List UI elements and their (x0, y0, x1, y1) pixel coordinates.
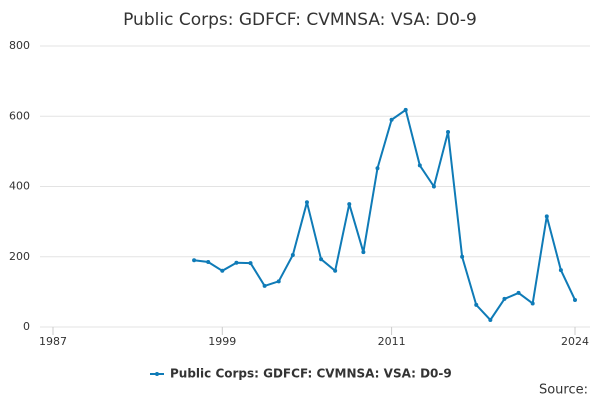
point (220, 268, 225, 273)
point (304, 200, 309, 205)
point (375, 166, 380, 171)
chart-title: Public Corps: GDFCF: CVMNSA: VSA: D0-9 (123, 10, 477, 30)
legend-marker (155, 372, 159, 376)
source: Source: (539, 383, 588, 398)
point (573, 297, 577, 302)
point (319, 257, 324, 262)
point (502, 296, 507, 301)
legend: Public Corps: GDFCF: CVMNSA: VSA: D0-9 (150, 367, 452, 381)
point (488, 317, 493, 322)
y-tick-label: 800 (9, 39, 30, 52)
point (417, 163, 422, 168)
point (234, 260, 239, 265)
point (403, 107, 408, 112)
point (262, 283, 267, 288)
y-tick-label: 0 (23, 320, 30, 333)
point (248, 261, 253, 266)
point (389, 117, 394, 122)
x-tick-label: 1987 (39, 335, 67, 348)
y-tick-label: 200 (9, 250, 30, 263)
point (460, 254, 465, 259)
point (347, 202, 352, 207)
point (474, 302, 479, 307)
legend-label: Public Corps: GDFCF: CVMNSA: VSA: D0-9 (170, 367, 452, 381)
y-tick-label: 600 (9, 109, 30, 122)
point (446, 130, 451, 135)
point (206, 260, 211, 265)
y-tick-label: 400 (9, 180, 30, 193)
point (516, 290, 521, 295)
point (530, 301, 535, 306)
point (361, 250, 366, 255)
point (276, 279, 281, 284)
x-tick-label: 1999 (208, 335, 236, 348)
series-line (193, 108, 576, 322)
point (544, 214, 549, 219)
point (431, 184, 436, 189)
x-tick-label: 2011 (378, 335, 406, 348)
point (290, 252, 295, 257)
point (333, 268, 338, 273)
point (558, 268, 563, 273)
point (192, 258, 197, 263)
x-tick-label: 2024 (561, 335, 589, 348)
